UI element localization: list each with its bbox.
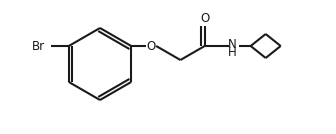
Text: O: O (146, 40, 156, 53)
Text: H: H (228, 46, 237, 59)
Text: Br: Br (32, 40, 45, 53)
Text: O: O (200, 12, 209, 25)
Text: N: N (228, 38, 237, 51)
